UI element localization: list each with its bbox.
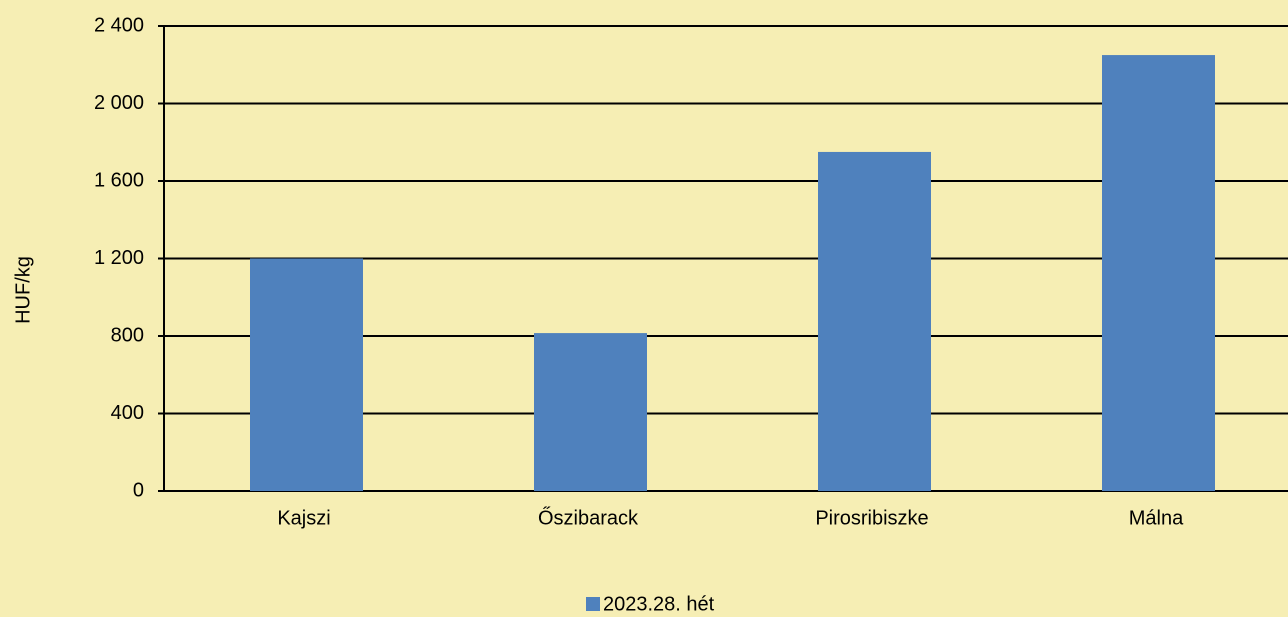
x-tick-label: Pirosribiszke: [815, 507, 928, 529]
x-tick-label: Kajszi: [277, 507, 330, 529]
x-tick-label: Őszibarack: [538, 506, 639, 529]
bar: [818, 151, 931, 491]
y-tick-label: 1 200: [94, 247, 144, 269]
y-tick-label: 2 000: [94, 92, 144, 114]
y-tick-label: 800: [111, 324, 144, 346]
y-tick-label: 2 400: [94, 14, 144, 36]
x-tick-label: Málna: [1129, 507, 1184, 529]
bar: [1102, 55, 1215, 491]
y-tick-label: 400: [111, 402, 144, 424]
y-tick-label: 0: [133, 479, 144, 501]
legend-label: 2023.28. hét: [603, 593, 715, 615]
bar: [534, 333, 647, 491]
legend-swatch: [586, 597, 600, 611]
bar: [250, 258, 363, 491]
y-tick-label: 1 600: [94, 169, 144, 191]
y-axis-label: HUF/kg: [12, 256, 34, 324]
